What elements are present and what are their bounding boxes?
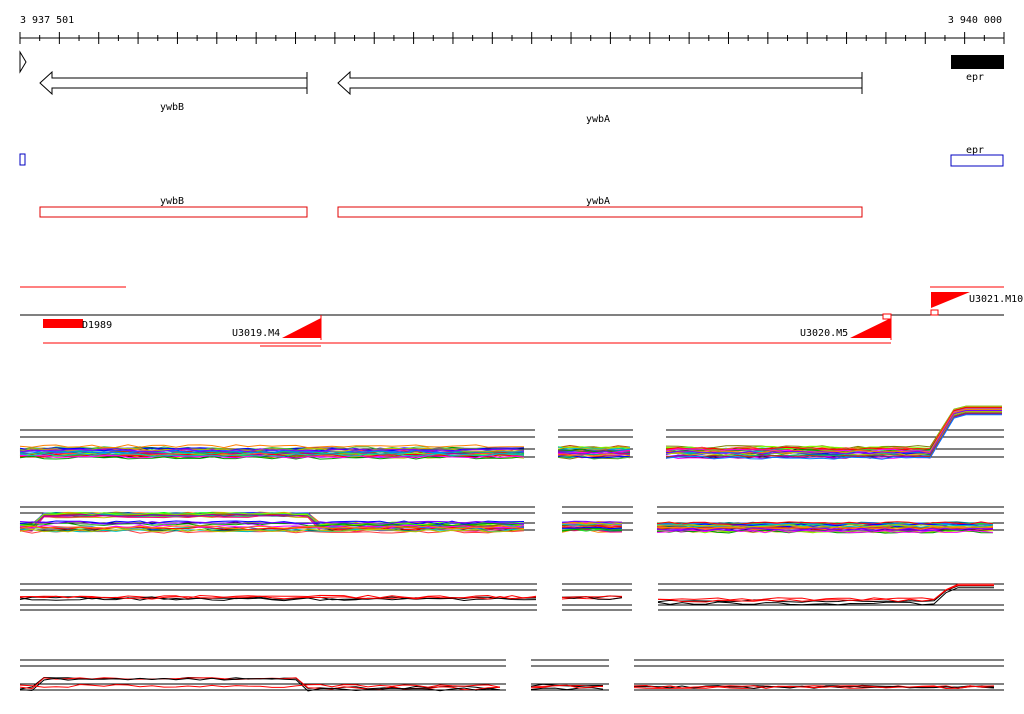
gene-label-epr: epr [966, 72, 984, 83]
expression-trace [665, 408, 1002, 454]
expression-trace [19, 520, 525, 525]
gene-track: ywbB ywbA epr [19, 50, 1004, 125]
cds-label-ywbA: ywbA [586, 196, 610, 207]
ruler-start-label: 3 937 501 [20, 15, 74, 26]
expression-trace [665, 405, 1002, 450]
expression-trace [19, 528, 525, 533]
gene-label-ywbA: ywbA [586, 114, 610, 125]
expression-trace [656, 523, 994, 528]
expression-trace [665, 414, 1002, 460]
trace-panel-1 [19, 405, 1004, 460]
expression-trace [19, 595, 537, 600]
expression-trace [633, 685, 995, 690]
expression-trace [19, 512, 525, 527]
segment-label-u3021: U3021.M10 [969, 294, 1023, 305]
expression-trace [557, 448, 631, 453]
partial-gene-marker[interactable] [19, 50, 27, 74]
segment-wedge-u3021[interactable] [931, 292, 970, 308]
expression-trace [656, 524, 994, 528]
gene-block-epr[interactable] [951, 55, 1004, 69]
expression-trace [19, 448, 525, 453]
expression-trace [557, 446, 631, 450]
expression-trace [19, 452, 525, 457]
expression-trace [665, 406, 1002, 451]
expression-trace [19, 455, 525, 460]
expression-trace [19, 525, 525, 530]
expression-trace [19, 683, 501, 688]
expression-trace [657, 583, 994, 601]
segment-mark-u3020 [882, 313, 892, 320]
expression-trace [561, 522, 623, 526]
expression-trace [657, 584, 994, 603]
expression-trace [19, 449, 525, 454]
segment-track: D1989 U3019.M4 U3020.M5 U3021.M10 [20, 286, 1023, 347]
cds-track: epr ywbB ywbA [19, 145, 1004, 218]
trace-panel-4 [19, 659, 1004, 692]
ruler-end-label: 3 940 000 [948, 15, 1002, 26]
cds-box-epr[interactable] [950, 154, 1004, 167]
segment-label-d1989: D1989 [82, 320, 112, 331]
expression-trace [665, 405, 1002, 450]
expression-trace [665, 410, 1002, 455]
expression-trace [557, 455, 631, 460]
expression-trace [19, 528, 525, 533]
gene-label-ywbB: ywbB [160, 102, 184, 113]
expression-trace [561, 596, 623, 600]
expression-trace [530, 684, 604, 689]
expression-trace [657, 587, 994, 606]
segment-label-u3019: U3019.M4 [232, 328, 280, 339]
expression-trace [19, 597, 537, 602]
expression-trace [656, 529, 994, 534]
segment-block-d1989[interactable] [43, 319, 83, 328]
expression-trace [19, 444, 525, 449]
segment-mark-u3021 [930, 309, 939, 316]
trace-panel-2 [19, 506, 1004, 534]
segment-wedge-u3019[interactable] [282, 318, 321, 338]
segment-label-u3020: U3020.M5 [800, 328, 848, 339]
expression-trace [557, 444, 631, 449]
expression-trace [656, 526, 994, 531]
expression-trace [633, 684, 995, 690]
expression-trace [656, 527, 994, 532]
expression-trace [19, 677, 501, 692]
expression-trace [656, 521, 994, 526]
cds-label-ywbB: ywbB [160, 196, 184, 207]
cds-box-ywbB[interactable] [39, 206, 308, 218]
expression-trace [557, 446, 631, 450]
ruler-ticks [19, 32, 1005, 44]
coordinate-ruler: 3 937 501 3 940 000 [19, 15, 1005, 44]
cds-label-epr: epr [966, 145, 984, 156]
gene-arrow-ywbB[interactable] [39, 70, 308, 96]
expression-trace [665, 406, 1002, 451]
expression-trace [561, 595, 623, 598]
expression-trace [561, 526, 623, 530]
expression-trace [656, 529, 993, 534]
expression-trace-panels [19, 405, 1004, 692]
expression-trace [19, 453, 525, 458]
segment-wedge-u3020[interactable] [850, 318, 891, 338]
expression-trace [561, 520, 623, 524]
gene-arrow-ywbA[interactable] [337, 70, 863, 96]
cds-box-ywbA[interactable] [337, 206, 863, 218]
expression-trace [561, 527, 623, 532]
expression-trace [19, 454, 525, 459]
expression-trace [557, 450, 631, 455]
trace-panel-3 [19, 583, 1004, 611]
expression-trace [530, 683, 604, 688]
cds-box-partial[interactable] [19, 153, 26, 166]
